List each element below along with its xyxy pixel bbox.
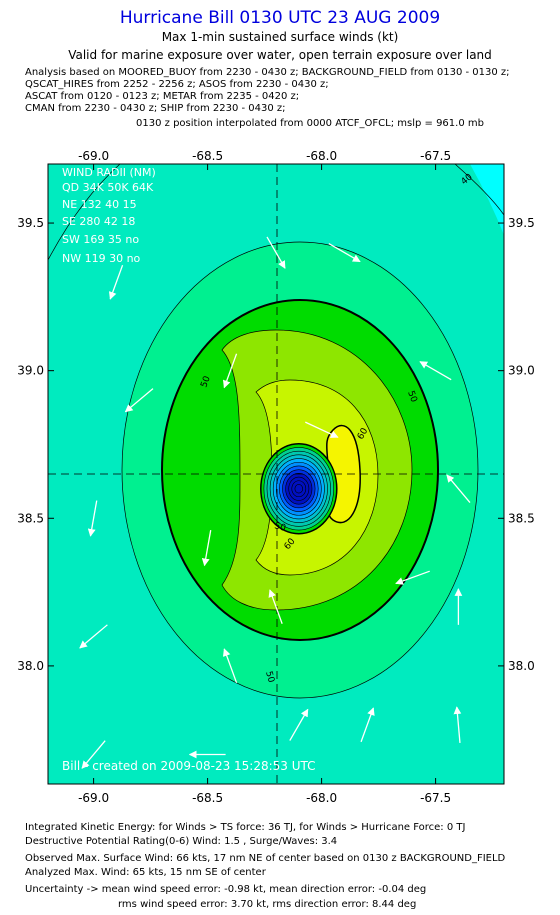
footer-uncertainty-mean: Uncertainty -> mean wind speed error: -0… [25, 884, 427, 895]
wind-radii-table: WIND RADII (NM) QD 34K 50K 64K NE 132 40… [62, 166, 156, 265]
wind-vector [222, 353, 238, 389]
eyewall-gradient [260, 443, 338, 535]
wind-radii-header: WIND RADII (NM) [62, 166, 156, 179]
contour-label-50: 50 [199, 375, 212, 389]
wind-vector [453, 706, 462, 743]
wind-vector [124, 388, 154, 413]
wind-vector [108, 264, 124, 300]
y-tick-label: 38.5 [508, 511, 535, 525]
wind-vector [79, 624, 108, 649]
x-tick-label: -69.0 [78, 149, 109, 163]
analysis-line: ASCAT from 0120 - 0123 z; METAR from 223… [25, 91, 300, 102]
wind-radii-row: NE 132 40 15 [62, 198, 137, 211]
analysis-line: QSCAT_HIRES from 2252 - 2256 z; ASOS fro… [25, 79, 329, 90]
analysis-line: CMAN from 2230 - 0430 z; SHIP from 2230 … [25, 103, 286, 114]
contour-40-ne [454, 164, 504, 216]
x-tick-label: -68.5 [192, 791, 223, 805]
wind-vector [360, 707, 375, 743]
footer-analyzed-max: Analyzed Max. Wind: 65 kts, 15 nm SE of … [25, 867, 266, 878]
y-tick-label: 39.0 [17, 364, 44, 378]
contour-label-50: 50 [273, 521, 287, 534]
x-axis-bottom: -69.0 -68.5 -68.0 -67.5 [78, 778, 451, 805]
y-tick-label: 38.5 [17, 511, 44, 525]
contour-label-50: 50 [405, 390, 418, 404]
footer-dpr: Destructive Potential Rating(0-6) Wind: … [25, 836, 338, 847]
eyewall-contour [294, 484, 303, 494]
wind-vector [201, 529, 212, 567]
wind-vector [87, 500, 98, 537]
wind-vector [446, 474, 471, 503]
plot-frame [47, 163, 505, 785]
wind-vector [81, 740, 106, 769]
wind-vector [395, 570, 430, 585]
wind-radii-row: SW 169 35 no [62, 233, 139, 246]
wind-vector [222, 648, 238, 684]
footer-ike: Integrated Kinetic Energy: for Winds > T… [25, 822, 466, 833]
chart-title: Hurricane Bill 0130 UTC 23 AUG 2009 [119, 8, 441, 28]
wind-vector [289, 708, 309, 741]
contour-label-50: 50 [263, 670, 276, 684]
wind-radii-row: NW 119 30 no [62, 252, 141, 265]
credit-label: Bill - created on 2009-08-23 15:28:53 UT… [62, 759, 316, 773]
x-tick-label: -67.5 [420, 791, 451, 805]
x-tick-label: -68.0 [306, 791, 337, 805]
chart-subtitle-exposure: Valid for marine exposure over water, op… [68, 48, 492, 62]
wind-vector [266, 236, 286, 269]
wind-field-chart: 40 50 50 50 50 60 60 WIND RADII (NM) QD … [17, 149, 535, 805]
wind-vector [268, 589, 283, 624]
y-tick-label: 39.0 [508, 364, 535, 378]
y-tick-label: 39.5 [508, 216, 535, 230]
wind-vector [305, 421, 339, 438]
analysis-line: Analysis based on MOORED_BUOY from 2230 … [25, 67, 510, 78]
x-tick-label: -69.0 [78, 791, 109, 805]
wind-vector [419, 361, 452, 381]
x-tick-label: -68.5 [192, 149, 223, 163]
x-axis-top: -69.0 -68.5 -68.0 -67.5 [78, 149, 451, 170]
wind-vectors [79, 236, 471, 769]
position-note: 0130 z position interpolated from 0000 A… [136, 118, 484, 129]
wind-radii-columns: QD 34K 50K 64K [62, 181, 154, 194]
y-axis-right: 38.0 38.5 39.0 39.5 [498, 216, 535, 673]
wind-radii-row: SE 280 42 18 [62, 215, 135, 228]
x-tick-label: -67.5 [420, 149, 451, 163]
y-tick-label: 39.5 [17, 216, 44, 230]
y-tick-label: 38.0 [508, 659, 535, 673]
chart-subtitle: Max 1-min sustained surface winds (kt) [161, 30, 399, 44]
y-axis-left: 38.0 38.5 39.0 39.5 [17, 216, 54, 673]
y-tick-label: 38.0 [17, 659, 44, 673]
corner-region-40 [470, 164, 504, 235]
footer-uncertainty-rms: rms wind speed error: 3.70 kt, rms direc… [118, 899, 417, 910]
footer-observed-max: Observed Max. Surface Wind: 66 kts, 17 n… [25, 853, 506, 864]
wind-vector [328, 243, 361, 263]
x-tick-label: -68.0 [306, 149, 337, 163]
